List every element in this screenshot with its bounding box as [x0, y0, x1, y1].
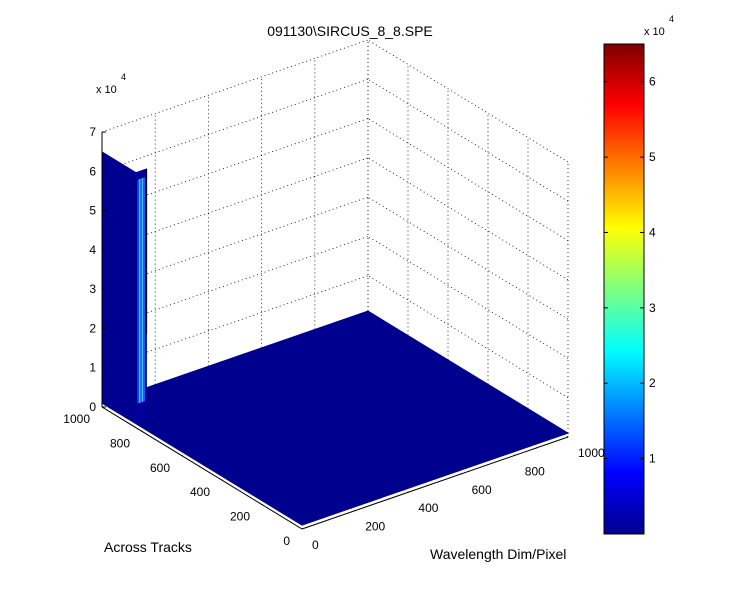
colorbar-tick-label: 2	[649, 376, 656, 390]
y-tick-labels: 0 200 400 600 800 1000	[63, 412, 290, 548]
colorbar-multiplier-label: x 10	[644, 26, 665, 38]
y-tick-label: 600	[150, 461, 170, 475]
colorbar-tick-label: 1	[649, 452, 656, 466]
colorbar-tick-label: 5	[649, 150, 656, 164]
surface-floor	[100, 310, 570, 526]
x-tick-label: 800	[525, 464, 545, 478]
grid-line	[367, 118, 569, 241]
grid-line	[101, 196, 369, 290]
y-tick-label: 400	[190, 485, 210, 499]
grid-line	[101, 118, 369, 211]
colorbar-tick-label: 4	[649, 225, 656, 239]
z-tick-label: 3	[89, 282, 96, 296]
y-axis-line	[101, 406, 303, 530]
y-tick-label: 0	[283, 534, 290, 548]
axes-front	[101, 132, 569, 530]
z-exponent-label: 4	[121, 72, 126, 82]
z-tick-label: 5	[89, 204, 96, 218]
z-tick-labels: 0 1 2 3 4 5 6 7	[89, 125, 106, 414]
grid-line	[367, 39, 569, 163]
y-axis-label: Across Tracks	[104, 539, 192, 555]
z-tick-label: 0	[89, 400, 96, 414]
grid-line	[101, 275, 369, 369]
colorbar-tick-label: 6	[649, 75, 656, 89]
colorbar	[603, 43, 645, 535]
y-tick-label: 1000	[63, 412, 90, 426]
grid-line	[367, 78, 569, 202]
grid-line	[367, 157, 569, 281]
x-tick-label: 0	[312, 538, 319, 552]
grid-line	[101, 78, 369, 172]
z-tick-label: 7	[89, 125, 96, 139]
y-tick-label: 200	[230, 510, 250, 524]
grid-line	[101, 39, 369, 133]
x-tick-label: 200	[365, 520, 385, 534]
x-tick-labels: 0 200 400 600 800 1000	[312, 446, 605, 552]
colorbar-tick-label: 3	[649, 301, 656, 315]
chart-title: 091130\SIRCUS_8_8.SPE	[267, 23, 433, 39]
colorbar-ticks: 1 2 3 4 5 6	[604, 75, 656, 466]
colorbar-exponent-label: 4	[669, 14, 674, 24]
grid-line	[101, 236, 369, 329]
z-tick-label: 6	[89, 164, 96, 178]
surface-mesh	[100, 151, 570, 526]
x-axis-line	[301, 436, 569, 530]
x-tick-label: 400	[418, 501, 438, 515]
peak-side-face	[101, 151, 137, 425]
x-tick-label: 600	[472, 483, 492, 497]
x-axis-label: Wavelength Dim/Pixel	[430, 546, 566, 562]
grid-line	[101, 157, 369, 251]
y-tick-label: 800	[110, 436, 130, 450]
z-tick-label: 1	[89, 361, 96, 375]
grid-line	[367, 196, 569, 320]
x-tick-label: 1000	[578, 446, 605, 460]
z-tick-label: 4	[89, 243, 96, 257]
z-tick-label: 2	[89, 321, 96, 335]
z-multiplier-label: x 10	[96, 84, 117, 96]
